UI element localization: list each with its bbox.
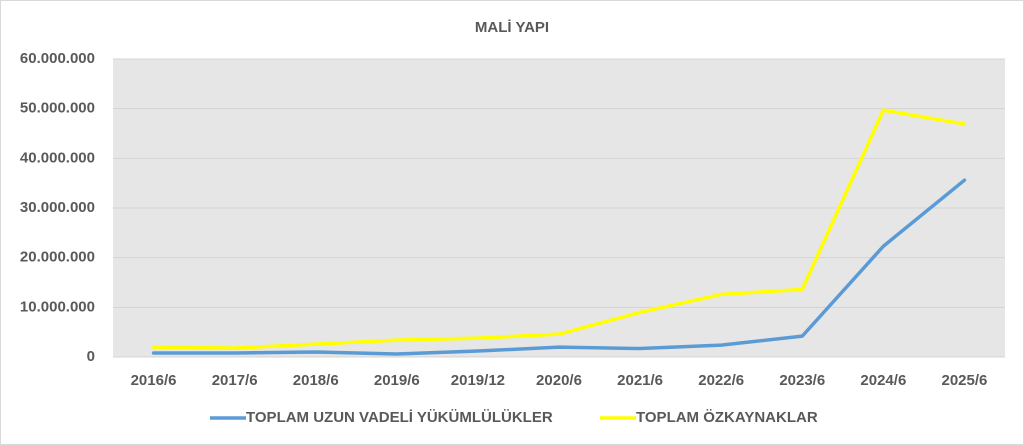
y-tick-label: 0 xyxy=(87,348,95,365)
y-tick-label: 30.000.000 xyxy=(20,199,95,216)
x-tick-label: 2019/12 xyxy=(451,372,505,389)
x-tick-label: 2016/6 xyxy=(131,372,177,389)
chart-title: MALİ YAPI xyxy=(475,19,549,36)
x-tick-label: 2022/6 xyxy=(698,372,744,389)
legend-label: TOPLAM ÖZKAYNAKLAR xyxy=(636,409,818,426)
y-tick-label: 10.000.000 xyxy=(20,298,95,315)
x-tick-label: 2017/6 xyxy=(212,372,258,389)
y-tick-label: 60.000.000 xyxy=(20,50,95,67)
x-tick-label: 2019/6 xyxy=(374,372,420,389)
x-tick-label: 2024/6 xyxy=(860,372,906,389)
x-tick-label: 2021/6 xyxy=(617,372,663,389)
y-tick-label: 40.000.000 xyxy=(20,149,95,166)
x-tick-label: 2023/6 xyxy=(779,372,825,389)
line-series xyxy=(151,108,967,350)
x-tick-label: 2018/6 xyxy=(293,372,339,389)
x-tick-label: 2025/6 xyxy=(942,372,988,389)
y-tick-label: 50.000.000 xyxy=(20,100,95,117)
y-tick-label: 20.000.000 xyxy=(20,249,95,266)
line-series xyxy=(151,178,967,356)
x-tick-label: 2020/6 xyxy=(536,372,582,389)
legend-label: TOPLAM UZUN VADELİ YÜKÜMLÜLÜKLER xyxy=(246,409,553,426)
